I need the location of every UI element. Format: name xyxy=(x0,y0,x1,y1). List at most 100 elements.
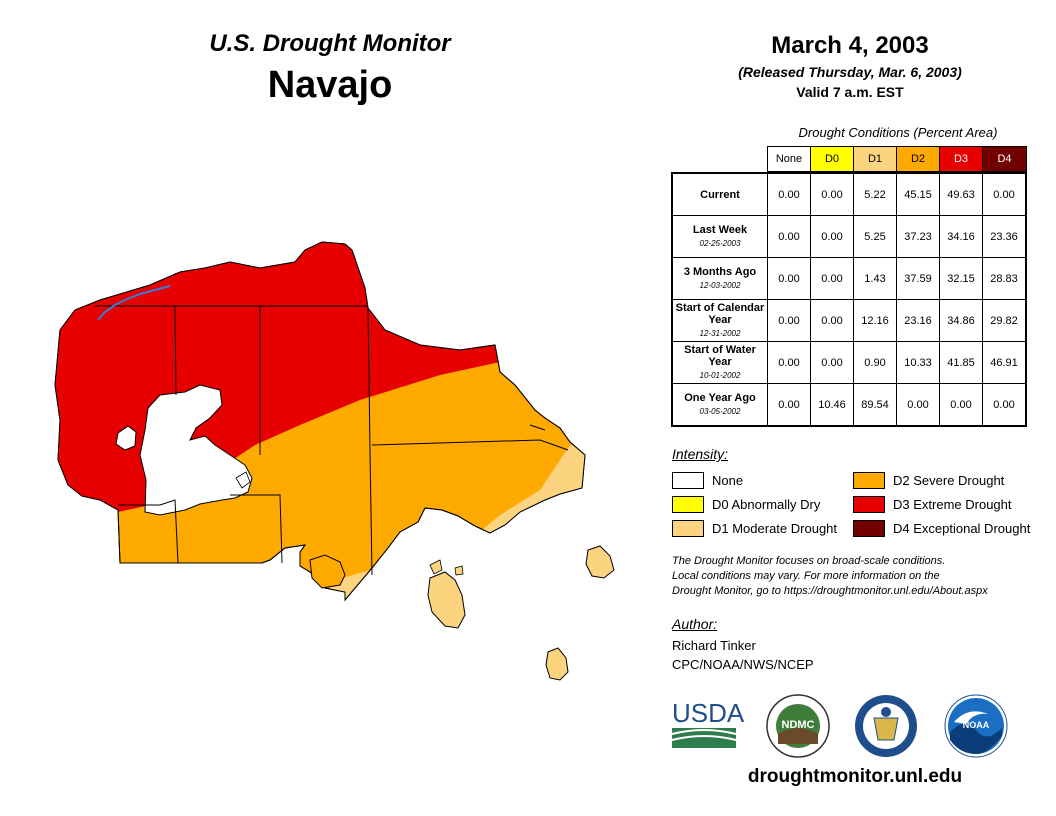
map-outlier-3 xyxy=(585,545,615,579)
map-boundaries xyxy=(95,305,569,576)
row-label: Start of Water Year 10-01-2002 xyxy=(671,341,768,384)
category-header-d4: D4 xyxy=(983,147,1026,171)
table-cell: 0.00 xyxy=(810,172,854,216)
table-row: Start of Calendar Year 12-31-2002 0.00 0.00… xyxy=(671,299,1027,342)
row-label: One Year Ago 03-05-2002 xyxy=(671,383,768,427)
table-row: 3 Months Ago 12-03-2002 0.00 0.00 1.43 37.59 3… xyxy=(671,257,1027,300)
valid-time: Valid 7 a.m. EST xyxy=(796,84,904,100)
table-cell: 0.00 xyxy=(767,257,811,300)
row-label-text: Current xyxy=(700,188,740,201)
row-date: 02-25-2003 xyxy=(699,238,741,248)
table-cell: 0.00 xyxy=(767,299,811,342)
legend-label: None xyxy=(712,473,744,488)
table-cell: 0.00 xyxy=(767,383,811,427)
row-label-text: Start of Calendar Year xyxy=(675,301,765,326)
table-cell: 5.22 xyxy=(853,172,897,216)
table-caption: Drought Conditions (Percent Area) xyxy=(798,125,998,140)
table-cell: 23.16 xyxy=(896,299,940,342)
category-header-d3: D3 xyxy=(940,147,983,171)
row-date: 10-01-2002 xyxy=(699,370,741,380)
legend-label: D1 Moderate Drought xyxy=(712,521,838,536)
category-header-none: None xyxy=(768,147,811,171)
legend-item: D4 Exceptional Drought xyxy=(853,520,1030,537)
note-line: Local conditions may vary. For more info… xyxy=(672,570,940,582)
table-cell: 10.33 xyxy=(896,341,940,384)
legend-label: D4 Exceptional Drought xyxy=(893,521,1031,536)
legend-label: D0 Abnormally Dry xyxy=(712,497,821,512)
legend-swatch xyxy=(853,520,885,537)
table-cell: 0.00 xyxy=(939,383,983,427)
drought-map xyxy=(54,241,615,681)
table-cell: 0.00 xyxy=(767,341,811,384)
table-cell: 10.46 xyxy=(810,383,854,427)
ndmc-logo: NDMC xyxy=(766,694,830,758)
category-header-d0: D0 xyxy=(811,147,854,171)
note-line: The Drought Monitor focuses on broad-sca… xyxy=(672,555,946,567)
svg-text:NDMC: NDMC xyxy=(782,719,815,731)
category-header-d1: D1 xyxy=(854,147,897,171)
region-title: Navajo xyxy=(267,64,393,106)
row-date: 12-31-2002 xyxy=(699,328,741,338)
row-label: Current xyxy=(671,172,768,216)
row-label: 3 Months Ago 12-03-2002 xyxy=(671,257,768,300)
legend-label: D2 Severe Drought xyxy=(893,473,1005,488)
legend-swatch xyxy=(672,496,704,513)
title-block: U.S. Drought Monitor Navajo xyxy=(100,30,560,107)
table-cell: 0.00 xyxy=(810,215,854,258)
legend-swatch xyxy=(672,472,704,489)
table-cell: 0.00 xyxy=(767,172,811,216)
row-date: 12-03-2002 xyxy=(699,280,741,290)
row-label-text: Start of Water Year xyxy=(684,343,756,368)
legend-item: D3 Extreme Drought xyxy=(853,496,1012,513)
category-header-row: None D0 D1 D2 D3 D4 xyxy=(767,146,1027,172)
legend-swatch xyxy=(853,472,885,489)
note-line: Drought Monitor, go to https://droughtmo… xyxy=(672,585,988,597)
table-cell: 34.16 xyxy=(939,215,983,258)
table-cell: 1.43 xyxy=(853,257,897,300)
table-row: Start of Water Year 10-01-2002 0.00 0.00 0.9… xyxy=(671,341,1027,384)
footer-url[interactable]: droughtmonitor.unl.edu xyxy=(747,766,963,787)
row-date: 03-05-2002 xyxy=(699,406,741,416)
legend-title: Intensity: xyxy=(672,446,729,462)
row-label: Start of Calendar Year 12-31-2002 xyxy=(671,299,768,342)
table-cell: 12.16 xyxy=(853,299,897,342)
author-name: Richard Tinker xyxy=(672,638,756,653)
map-outlier-2 xyxy=(427,571,466,629)
table-cell: 23.36 xyxy=(982,215,1027,258)
author-org: CPC/NOAA/NWS/NCEP xyxy=(672,657,814,672)
release-date: (Released Thursday, Mar. 6, 2003) xyxy=(738,64,962,80)
table-row: Last Week 02-25-2003 0.00 0.00 5.25 37.23 34.1… xyxy=(671,215,1027,258)
table-cell: 32.15 xyxy=(939,257,983,300)
table-cell: 0.00 xyxy=(896,383,940,427)
map-outlier-4 xyxy=(545,647,569,681)
table-cell: 29.82 xyxy=(982,299,1027,342)
legend-item: D2 Severe Drought xyxy=(853,472,1004,489)
legend-label: D3 Extreme Drought xyxy=(893,497,1012,512)
svg-text:USDA: USDA xyxy=(672,698,745,728)
map-date: March 4, 2003 xyxy=(771,32,929,59)
row-label-text: 3 Months Ago xyxy=(683,265,757,278)
legend-item: None xyxy=(672,472,743,489)
noaa-logo: NOAA xyxy=(944,694,1008,758)
row-label-text: One Year Ago xyxy=(684,391,756,404)
author-title: Author: xyxy=(672,616,718,632)
table-cell: 0.00 xyxy=(810,299,854,342)
category-header-d2: D2 xyxy=(897,147,940,171)
row-label-text: Last Week xyxy=(692,223,748,236)
table-cell: 45.15 xyxy=(896,172,940,216)
table-cell: 0.00 xyxy=(767,215,811,258)
legend-swatch xyxy=(672,520,704,537)
table-cell: 5.25 xyxy=(853,215,897,258)
table-cell: 0.00 xyxy=(810,257,854,300)
drought-conditions-table: Current 0.00 0.00 5.22 45.15 49.63 0.00 Last We… xyxy=(671,172,1027,427)
svg-text:NOAA: NOAA xyxy=(963,720,990,730)
river-line xyxy=(97,285,171,321)
table-cell: 37.23 xyxy=(896,215,940,258)
table-cell: 89.54 xyxy=(853,383,897,427)
legend-item: D0 Abnormally Dry xyxy=(672,496,820,513)
date-block: March 4, 2003 (Released Thursday, Mar. 6… xyxy=(680,32,1020,100)
partner-logos: USDA NDMC NOAA xyxy=(671,694,1008,758)
table-cell: 0.90 xyxy=(853,341,897,384)
table-cell: 0.00 xyxy=(982,383,1027,427)
table-cell: 0.00 xyxy=(982,172,1027,216)
